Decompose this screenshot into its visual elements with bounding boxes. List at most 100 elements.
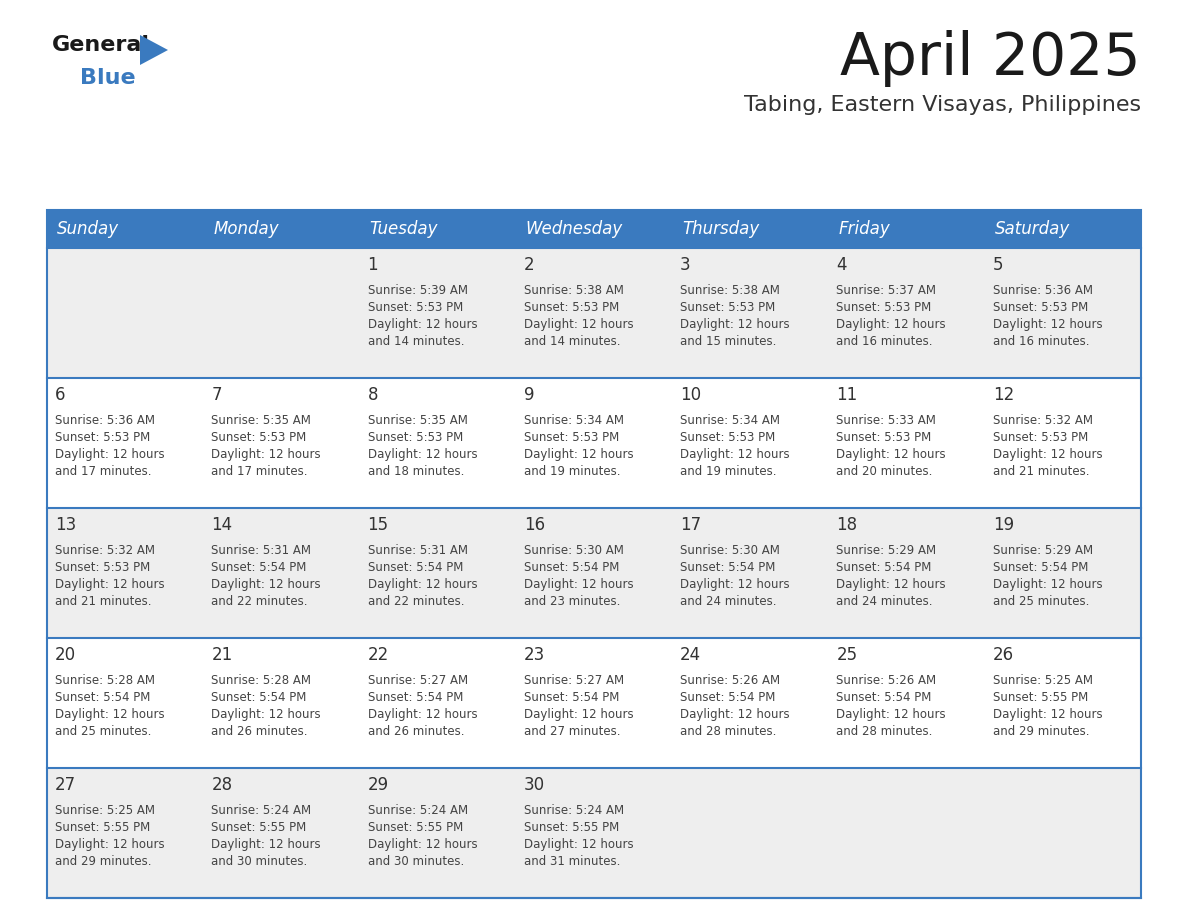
Text: Daylight: 12 hours: Daylight: 12 hours: [367, 708, 478, 721]
Text: Daylight: 12 hours: Daylight: 12 hours: [55, 838, 165, 851]
Text: and 16 minutes.: and 16 minutes.: [993, 335, 1089, 348]
Text: Sunset: 5:54 PM: Sunset: 5:54 PM: [367, 691, 463, 704]
Bar: [48, 638, 1140, 768]
Text: and 20 minutes.: and 20 minutes.: [836, 465, 933, 478]
Text: Sunrise: 5:29 AM: Sunrise: 5:29 AM: [836, 544, 936, 557]
Text: and 21 minutes.: and 21 minutes.: [55, 595, 152, 608]
Text: 26: 26: [993, 646, 1013, 664]
Text: and 30 minutes.: and 30 minutes.: [367, 855, 463, 868]
Text: Daylight: 12 hours: Daylight: 12 hours: [524, 838, 633, 851]
Text: Sunset: 5:53 PM: Sunset: 5:53 PM: [55, 431, 150, 444]
Text: 21: 21: [211, 646, 233, 664]
Text: and 17 minutes.: and 17 minutes.: [55, 465, 152, 478]
Text: Sunrise: 5:28 AM: Sunrise: 5:28 AM: [55, 674, 154, 687]
Bar: [48, 210, 203, 248]
Text: Sunset: 5:54 PM: Sunset: 5:54 PM: [836, 561, 931, 574]
Text: and 22 minutes.: and 22 minutes.: [211, 595, 308, 608]
Text: Sunset: 5:54 PM: Sunset: 5:54 PM: [836, 691, 931, 704]
Text: and 28 minutes.: and 28 minutes.: [681, 725, 777, 738]
Text: Daylight: 12 hours: Daylight: 12 hours: [367, 318, 478, 331]
Text: 8: 8: [367, 386, 378, 404]
Text: Sunrise: 5:25 AM: Sunrise: 5:25 AM: [993, 674, 1093, 687]
Text: Sunrise: 5:26 AM: Sunrise: 5:26 AM: [836, 674, 936, 687]
Text: 13: 13: [55, 516, 76, 534]
Text: Sunrise: 5:26 AM: Sunrise: 5:26 AM: [681, 674, 781, 687]
Text: Sunrise: 5:32 AM: Sunrise: 5:32 AM: [55, 544, 154, 557]
Text: 14: 14: [211, 516, 233, 534]
Text: Daylight: 12 hours: Daylight: 12 hours: [993, 578, 1102, 591]
Text: 3: 3: [681, 256, 690, 274]
Text: 15: 15: [367, 516, 388, 534]
Text: Daylight: 12 hours: Daylight: 12 hours: [55, 448, 165, 461]
Text: Sunrise: 5:38 AM: Sunrise: 5:38 AM: [681, 284, 781, 297]
Text: Sunset: 5:53 PM: Sunset: 5:53 PM: [993, 301, 1088, 314]
Text: Sunrise: 5:36 AM: Sunrise: 5:36 AM: [993, 284, 1093, 297]
Text: Sunset: 5:53 PM: Sunset: 5:53 PM: [367, 431, 463, 444]
Text: 28: 28: [211, 776, 233, 794]
Text: Sunrise: 5:27 AM: Sunrise: 5:27 AM: [367, 674, 468, 687]
Text: Daylight: 12 hours: Daylight: 12 hours: [836, 318, 946, 331]
Text: Sunrise: 5:27 AM: Sunrise: 5:27 AM: [524, 674, 624, 687]
Text: and 23 minutes.: and 23 minutes.: [524, 595, 620, 608]
Text: Blue: Blue: [80, 68, 135, 88]
Bar: [48, 508, 1140, 638]
Text: Sunrise: 5:36 AM: Sunrise: 5:36 AM: [55, 414, 154, 427]
Text: and 15 minutes.: and 15 minutes.: [681, 335, 777, 348]
Text: and 28 minutes.: and 28 minutes.: [836, 725, 933, 738]
Bar: [203, 210, 360, 248]
Text: Daylight: 12 hours: Daylight: 12 hours: [681, 448, 790, 461]
Text: Sunrise: 5:31 AM: Sunrise: 5:31 AM: [211, 544, 311, 557]
Text: Daylight: 12 hours: Daylight: 12 hours: [55, 578, 165, 591]
Text: Sunset: 5:54 PM: Sunset: 5:54 PM: [524, 691, 619, 704]
Text: Daylight: 12 hours: Daylight: 12 hours: [524, 318, 633, 331]
Text: Sunset: 5:54 PM: Sunset: 5:54 PM: [211, 691, 307, 704]
Text: and 30 minutes.: and 30 minutes.: [211, 855, 308, 868]
Text: and 19 minutes.: and 19 minutes.: [524, 465, 620, 478]
Text: Daylight: 12 hours: Daylight: 12 hours: [993, 448, 1102, 461]
Text: Saturday: Saturday: [994, 220, 1070, 238]
Text: Daylight: 12 hours: Daylight: 12 hours: [524, 448, 633, 461]
Text: Sunrise: 5:34 AM: Sunrise: 5:34 AM: [524, 414, 624, 427]
Text: Sunset: 5:54 PM: Sunset: 5:54 PM: [55, 691, 151, 704]
Text: Sunrise: 5:35 AM: Sunrise: 5:35 AM: [211, 414, 311, 427]
Text: Sunset: 5:53 PM: Sunset: 5:53 PM: [993, 431, 1088, 444]
Text: and 17 minutes.: and 17 minutes.: [211, 465, 308, 478]
Text: 19: 19: [993, 516, 1013, 534]
Text: Sunrise: 5:29 AM: Sunrise: 5:29 AM: [993, 544, 1093, 557]
Text: and 14 minutes.: and 14 minutes.: [367, 335, 465, 348]
Polygon shape: [140, 35, 168, 65]
Text: Daylight: 12 hours: Daylight: 12 hours: [836, 708, 946, 721]
Text: Sunset: 5:53 PM: Sunset: 5:53 PM: [524, 301, 619, 314]
Text: 12: 12: [993, 386, 1015, 404]
Text: Sunset: 5:53 PM: Sunset: 5:53 PM: [367, 301, 463, 314]
Text: and 24 minutes.: and 24 minutes.: [681, 595, 777, 608]
Text: 16: 16: [524, 516, 545, 534]
Text: Sunrise: 5:24 AM: Sunrise: 5:24 AM: [367, 804, 468, 817]
Text: Sunrise: 5:38 AM: Sunrise: 5:38 AM: [524, 284, 624, 297]
Text: 7: 7: [211, 386, 222, 404]
Text: Sunset: 5:54 PM: Sunset: 5:54 PM: [681, 561, 776, 574]
Text: Daylight: 12 hours: Daylight: 12 hours: [993, 318, 1102, 331]
Bar: [360, 210, 516, 248]
Text: Daylight: 12 hours: Daylight: 12 hours: [993, 708, 1102, 721]
Text: Daylight: 12 hours: Daylight: 12 hours: [681, 318, 790, 331]
Text: and 18 minutes.: and 18 minutes.: [367, 465, 465, 478]
Text: Daylight: 12 hours: Daylight: 12 hours: [524, 578, 633, 591]
Text: Sunrise: 5:37 AM: Sunrise: 5:37 AM: [836, 284, 936, 297]
Text: 18: 18: [836, 516, 858, 534]
Text: Sunset: 5:53 PM: Sunset: 5:53 PM: [211, 431, 307, 444]
Bar: [48, 378, 1140, 508]
Text: Monday: Monday: [214, 220, 279, 238]
Bar: [48, 210, 1140, 898]
Text: Sunset: 5:54 PM: Sunset: 5:54 PM: [993, 561, 1088, 574]
Text: Sunrise: 5:28 AM: Sunrise: 5:28 AM: [211, 674, 311, 687]
Text: 29: 29: [367, 776, 388, 794]
Text: and 27 minutes.: and 27 minutes.: [524, 725, 620, 738]
Text: 30: 30: [524, 776, 545, 794]
Text: and 26 minutes.: and 26 minutes.: [367, 725, 465, 738]
Text: Sunset: 5:54 PM: Sunset: 5:54 PM: [681, 691, 776, 704]
Text: Sunset: 5:55 PM: Sunset: 5:55 PM: [211, 821, 307, 834]
Text: Daylight: 12 hours: Daylight: 12 hours: [211, 578, 321, 591]
Text: Sunrise: 5:33 AM: Sunrise: 5:33 AM: [836, 414, 936, 427]
Text: and 19 minutes.: and 19 minutes.: [681, 465, 777, 478]
